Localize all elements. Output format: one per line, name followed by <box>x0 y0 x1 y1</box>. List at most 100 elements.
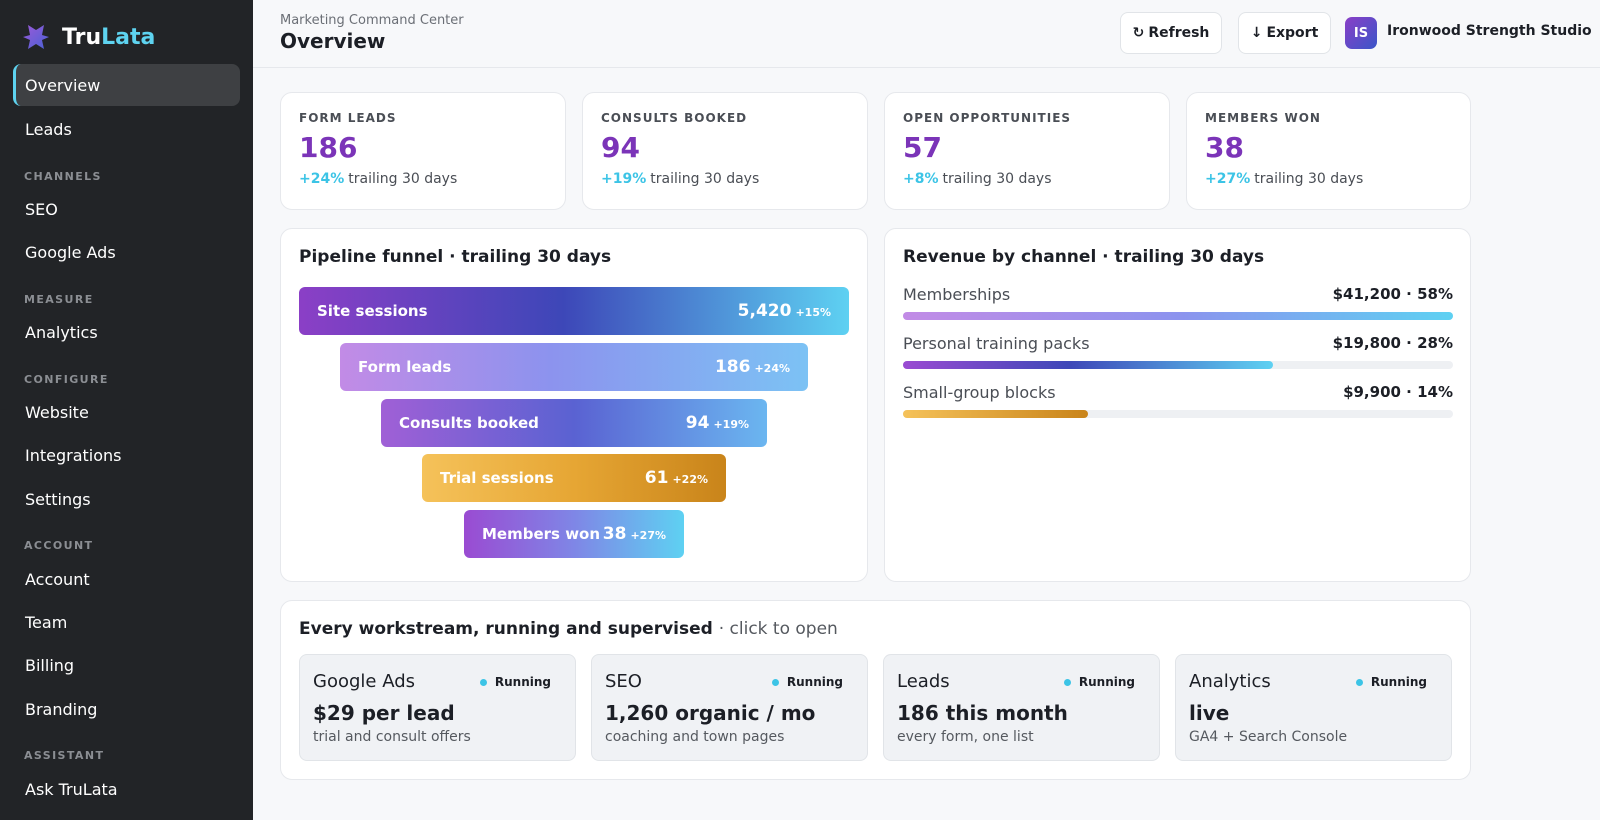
sidebar-item-website[interactable]: Website <box>13 391 240 433</box>
kpi-label: CONSULTS BOOKED <box>601 111 748 125</box>
sidebar-item-label: Leads <box>25 119 72 139</box>
revenue-row: Personal training packs $19,800 · 28% <box>903 334 1453 370</box>
workstream-name: Leads <box>897 671 950 692</box>
pipeline-funnel-card: Pipeline funnel · trailing 30 days Site … <box>280 228 868 582</box>
kpi-value: 57 <box>903 131 942 164</box>
refresh-button[interactable]: ↻ Refresh <box>1120 12 1222 54</box>
funnel-stage-value: 5,420 <box>737 301 792 321</box>
status-badge: Running <box>1063 675 1135 689</box>
refresh-label: Refresh <box>1148 25 1210 41</box>
export-label: Export <box>1266 25 1319 41</box>
sidebar-item-settings[interactable]: Settings <box>13 478 240 520</box>
sidebar-item-label: Analytics <box>25 322 98 342</box>
revenue-label: Personal training packs <box>903 334 1090 353</box>
page-title: Overview <box>280 29 386 53</box>
funnel-stage[interactable]: Consults booked 94 +19% <box>381 399 767 447</box>
topbar: Marketing Command Center Overview ↻ Refr… <box>253 0 1600 68</box>
sidebar-item-seo[interactable]: SEO <box>13 188 240 230</box>
funnel-stage-delta: +22% <box>672 473 708 486</box>
section-assistant: ASSISTANT <box>24 749 105 762</box>
sidebar-item-label: Ask TruLata <box>25 779 118 799</box>
sidebar-item-leads[interactable]: Leads <box>13 108 240 150</box>
kpi-period: trailing 30 days <box>650 171 760 187</box>
sidebar-item-label: Google Ads <box>25 242 116 262</box>
sidebar-item-label: Team <box>25 612 68 632</box>
sidebar-item-branding[interactable]: Branding <box>13 688 240 730</box>
funnel-stage[interactable]: Trial sessions 61 +22% <box>422 454 726 502</box>
revenue-value: $19,800 · 28% <box>1332 334 1453 352</box>
sidebar-item-google-ads[interactable]: Google Ads <box>13 231 240 273</box>
funnel-stage[interactable]: Members won 38 +27% <box>464 510 684 558</box>
workstream-metric: $29 per lead <box>313 701 455 725</box>
funnel-stage-value: 94 <box>685 413 710 433</box>
funnel-stage-delta: +19% <box>713 418 749 431</box>
revenue-bar-track <box>903 361 1453 369</box>
revenue-bar-fill <box>903 410 1088 418</box>
revenue-bar-track <box>903 312 1453 320</box>
avatar[interactable]: IS <box>1345 17 1377 49</box>
funnel-stage-delta: +27% <box>630 529 666 542</box>
sidebar-item-analytics[interactable]: Analytics <box>13 311 240 353</box>
status-dot-icon <box>1355 678 1363 686</box>
brand[interactable]: TruLata <box>22 22 155 52</box>
funnel-stage[interactable]: Form leads 186 +24% <box>340 343 808 391</box>
workstreams-title: Every workstream, running and supervised… <box>299 619 838 639</box>
org-name[interactable]: Ironwood Strength Studio <box>1387 23 1592 39</box>
workstream-description: every form, one list <box>897 729 1034 745</box>
sidebar-item-overview[interactable]: Overview <box>13 64 240 106</box>
sidebar-item-account[interactable]: Account <box>13 558 240 600</box>
logo-icon <box>22 23 50 51</box>
sidebar-item-label: Billing <box>25 655 75 675</box>
export-button[interactable]: ↓ Export <box>1238 12 1331 54</box>
kpi-card-form-leads: FORM LEADS 186 +24% trailing 30 days <box>280 92 566 210</box>
funnel-stage-label: Site sessions <box>317 302 428 320</box>
sidebar-item-team[interactable]: Team <box>13 601 240 643</box>
sidebar-item-label: Overview <box>25 75 101 95</box>
workstream-tile-analytics[interactable]: Analytics Running live GA4 + Search Cons… <box>1175 654 1452 761</box>
sidebar-item-billing[interactable]: Billing <box>13 644 240 686</box>
funnel-stage-label: Trial sessions <box>440 469 554 487</box>
revenue-bar-fill <box>903 361 1274 369</box>
funnel-stage[interactable]: Site sessions 5,420 +15% <box>299 287 849 335</box>
sidebar: TruLata Overview Leads CHANNELS SEO Goog… <box>0 0 253 820</box>
funnel-stage-delta: +15% <box>795 306 831 319</box>
workstream-tile-google-ads[interactable]: Google Ads Running $29 per lead trial an… <box>299 654 576 761</box>
workstream-description: coaching and town pages <box>605 729 785 745</box>
revenue-card: Revenue by channel · trailing 30 days Me… <box>884 228 1471 582</box>
status-badge: Running <box>479 675 551 689</box>
brand-name: TruLata <box>62 24 156 50</box>
workstream-description: GA4 + Search Console <box>1189 729 1348 745</box>
section-configure: CONFIGURE <box>24 373 109 386</box>
kpi-period: trailing 30 days <box>348 171 458 187</box>
workstream-tile-seo[interactable]: SEO Running 1,260 organic / mo coaching … <box>591 654 868 761</box>
sidebar-item-ask-trulata[interactable]: Ask TruLata <box>13 768 240 810</box>
revenue-bar-track <box>903 410 1453 418</box>
kpi-delta: +24% <box>299 171 345 187</box>
kpi-subtext: +19% trailing 30 days <box>601 171 759 187</box>
revenue-row: Memberships $41,200 · 58% <box>903 285 1453 321</box>
revenue-value: $41,200 · 58% <box>1332 285 1453 303</box>
workstreams-hint: · click to open <box>718 619 838 639</box>
workstream-name: Google Ads <box>313 671 415 692</box>
workstream-name: SEO <box>605 671 642 692</box>
kpi-card-open-opportunities: OPEN OPPORTUNITIES 57 +8% trailing 30 day… <box>884 92 1170 210</box>
funnel-stage-value: 186 <box>714 357 751 377</box>
sidebar-item-label: Settings <box>25 489 91 509</box>
sidebar-item-label: Integrations <box>25 445 122 465</box>
revenue-bar-fill <box>903 312 1453 320</box>
sidebar-item-label: Website <box>25 402 89 422</box>
status-dot-icon <box>1063 678 1071 686</box>
sidebar-item-label: Branding <box>25 699 98 719</box>
section-measure: MEASURE <box>24 293 94 306</box>
refresh-icon: ↻ <box>1132 25 1145 41</box>
workstream-tile-leads[interactable]: Leads Running 186 this month every form,… <box>883 654 1160 761</box>
revenue-title: Revenue by channel · trailing 30 days <box>903 247 1265 267</box>
status-dot-icon <box>479 678 487 686</box>
download-icon: ↓ <box>1250 25 1263 41</box>
kpi-delta: +19% <box>601 171 647 187</box>
workstream-metric: live <box>1189 701 1230 725</box>
sidebar-item-integrations[interactable]: Integrations <box>13 434 240 476</box>
kpi-delta: +8% <box>903 171 939 187</box>
funnel-stage-label: Members won <box>482 525 601 543</box>
funnel-stage-value: 61 <box>644 468 669 488</box>
